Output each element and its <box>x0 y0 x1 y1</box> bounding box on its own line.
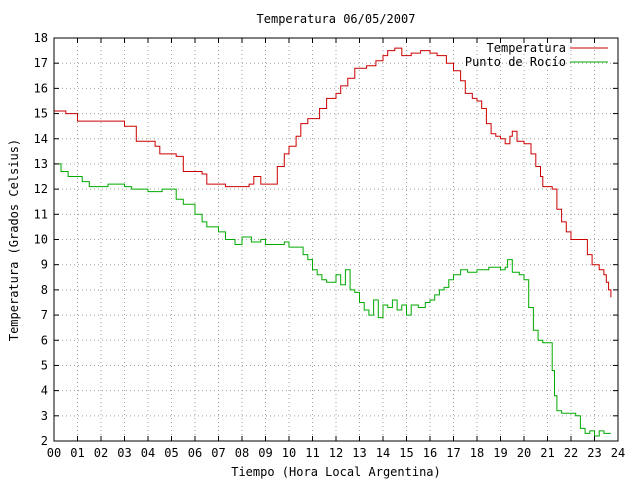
x-tick-label: 04 <box>141 446 155 460</box>
y-tick-label: 6 <box>41 333 48 347</box>
x-tick-label: 06 <box>188 446 202 460</box>
series-layer <box>54 47 612 437</box>
y-tick-label: 2 <box>41 434 48 448</box>
x-tick-label: 24 <box>611 446 625 460</box>
x-tick-label: 17 <box>446 446 460 460</box>
y-tick-label: 8 <box>41 283 48 297</box>
series-line-punto-de-rocio <box>54 163 611 437</box>
y-tick-label: 17 <box>34 56 48 70</box>
x-tick-label: 15 <box>399 446 413 460</box>
chart-title: Temperatura 06/05/2007 <box>257 12 416 26</box>
x-tick-label: 16 <box>423 446 437 460</box>
x-tick-label: 19 <box>493 446 507 460</box>
ticks: 00 01 02 03 04 05 06 07 08 09 10 11 12 13 14 15 16 17 18 19… <box>34 31 626 460</box>
y-tick-label: 3 <box>41 409 48 423</box>
x-tick-label: 00 <box>47 446 61 460</box>
y-tick-label: 11 <box>34 207 48 221</box>
x-tick-label: 13 <box>352 446 366 460</box>
y-tick-label: 9 <box>41 258 48 272</box>
y-tick-label: 5 <box>41 358 48 372</box>
legend: Temperatura Punto de Rocío <box>465 41 608 69</box>
x-tick-label: 03 <box>117 446 131 460</box>
y-tick-label: 12 <box>34 182 48 196</box>
y-tick-label: 14 <box>34 132 48 146</box>
legend-label-temperatura: Temperatura <box>487 41 566 55</box>
x-tick-label: 22 <box>564 446 578 460</box>
x-tick-label: 21 <box>540 446 554 460</box>
x-tick-label: 09 <box>258 446 272 460</box>
y-tick-label: 18 <box>34 31 48 45</box>
x-tick-label: 11 <box>305 446 319 460</box>
x-tick-label: 14 <box>376 446 390 460</box>
y-tick-label: 7 <box>41 308 48 322</box>
y-tick-label: 15 <box>34 107 48 121</box>
x-tick-label: 12 <box>329 446 343 460</box>
series-line-temperatura <box>54 47 612 298</box>
y-tick-label: 10 <box>34 233 48 247</box>
x-tick-label: 20 <box>517 446 531 460</box>
x-tick-label: 18 <box>470 446 484 460</box>
x-tick-label: 23 <box>587 446 601 460</box>
x-axis-label: Tiempo (Hora Local Argentina) <box>231 465 441 479</box>
x-tick-label: 08 <box>235 446 249 460</box>
y-tick-label: 16 <box>34 81 48 95</box>
x-tick-label: 05 <box>164 446 178 460</box>
y-axis-label: Temperatura (Grados Celsius) <box>7 139 21 341</box>
x-tick-label: 07 <box>211 446 225 460</box>
x-tick-label: 01 <box>70 446 84 460</box>
legend-label-punto-de-rocio: Punto de Rocío <box>465 55 566 69</box>
y-tick-label: 13 <box>34 157 48 171</box>
y-tick-label: 4 <box>41 384 48 398</box>
x-tick-label: 02 <box>94 446 108 460</box>
x-tick-label: 10 <box>282 446 296 460</box>
